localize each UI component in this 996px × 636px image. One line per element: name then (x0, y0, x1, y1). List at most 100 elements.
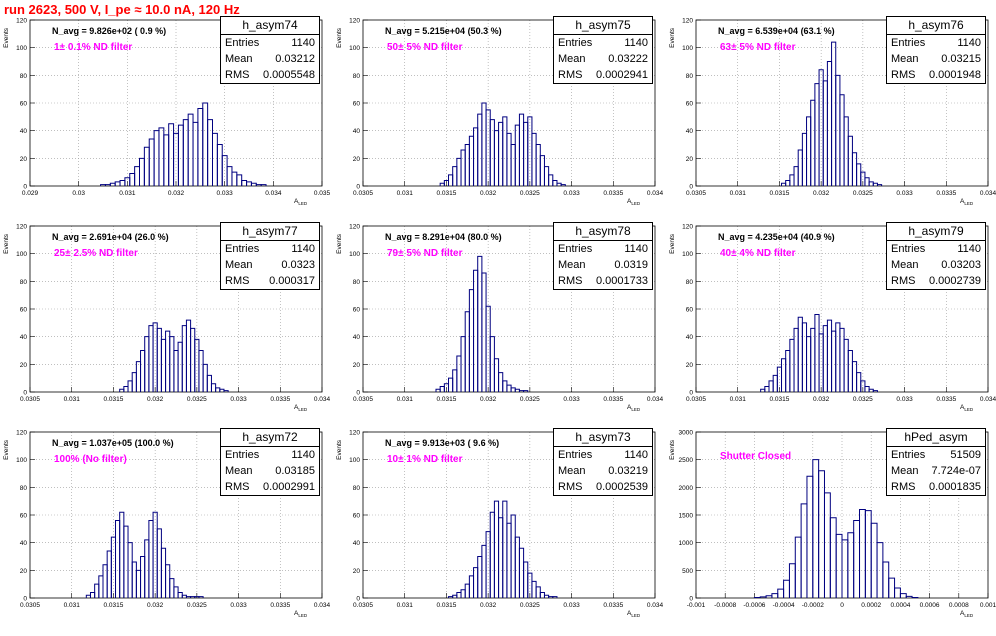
stats-row-entries: Entries 1140 (554, 35, 652, 51)
y-tick-label: 20 (686, 362, 694, 369)
x-tick-label: 0.032 (480, 602, 497, 609)
histogram-bin (859, 508, 866, 598)
histogram-bin (771, 593, 779, 598)
x-tick-label: 0.034 (265, 190, 282, 197)
stats-value: 0.03203 (941, 259, 981, 271)
stats-key: RMS (558, 69, 583, 81)
histogram-bin (98, 575, 104, 598)
histogram-bin (839, 94, 845, 186)
stats-key: Entries (225, 37, 260, 49)
histogram-bin (851, 361, 858, 392)
histogram-bin (177, 591, 183, 598)
histogram-bin (102, 564, 108, 598)
stats-row-entries: Entries 1140 (554, 241, 652, 257)
stats-row-rms: RMS 0.0002941 (554, 67, 652, 83)
histogram-bin (822, 325, 828, 392)
x-tick-label: -0.0008 (714, 602, 736, 609)
histogram-bin (870, 522, 878, 598)
histogram-bin (543, 166, 550, 186)
x-tick-label: 0.034 (314, 602, 331, 609)
histogram-bin (856, 163, 862, 186)
histogram-bin (114, 181, 121, 186)
stats-value: 1140 (624, 449, 648, 461)
stats-value: 0.0001835 (929, 481, 981, 493)
histogram-bin (460, 589, 466, 598)
histogram-bin (144, 336, 150, 392)
histogram-bin (109, 182, 116, 186)
histogram-bin (864, 385, 870, 392)
x-tick-label: 0.0335 (936, 190, 956, 197)
navg-label: N_avg = 2.691e+04 (26.0 %) (52, 232, 169, 242)
histogram-bin (826, 319, 833, 392)
y-tick-label: 100 (16, 45, 27, 52)
y-tick-label: 80 (353, 73, 361, 80)
stats-key: RMS (558, 275, 583, 287)
histogram-bin (843, 116, 849, 186)
histogram-bin (115, 520, 121, 598)
histogram-bin (127, 380, 133, 392)
histogram-name: h_asym74 (221, 17, 319, 35)
y-tick-label: 40 (686, 334, 694, 341)
x-axis-label: ALED (294, 610, 308, 618)
stats-key: RMS (225, 275, 250, 287)
stats-key: Entries (225, 449, 260, 461)
y-tick-label: 0 (689, 184, 693, 191)
y-axis-label: Events (336, 27, 343, 48)
histogram-bin (506, 522, 512, 598)
stats-value: 0.03215 (941, 53, 981, 65)
histogram-bin (481, 102, 487, 186)
histogram-bin (131, 561, 137, 598)
x-tick-label: 0.0315 (103, 396, 123, 403)
stats-row-rms: RMS 0.0002539 (554, 479, 652, 495)
histogram-bin (797, 316, 803, 392)
y-tick-label: 100 (16, 457, 27, 464)
histogram-bin (448, 174, 454, 186)
histogram-bin (510, 387, 516, 392)
x-tick-label: 0.034 (980, 190, 996, 197)
filter-label: 100% (No filter) (54, 454, 127, 465)
x-tick-label: 0.0305 (353, 396, 373, 403)
histogram-panel-h_asym78: 0.0305 0.031 0.0315 0.032 0.0325 0.033 0.0335 0… (333, 222, 664, 430)
x-tick-label: 0.0325 (853, 190, 873, 197)
y-tick-label: 80 (20, 73, 28, 80)
histogram-plot: -0.001 -0.0008 -0.0006 -0.0004 -0.0002 0 0.000… (669, 430, 996, 619)
histogram-bin (535, 144, 541, 186)
histogram-bin (206, 374, 212, 392)
histogram-bin (502, 380, 508, 392)
histogram-bin (523, 121, 529, 186)
y-tick-label: 120 (349, 224, 360, 231)
histogram-bin (493, 500, 500, 598)
histogram-name: hPed_asym (887, 429, 985, 447)
y-axis-label: Events (669, 27, 676, 48)
histogram-bin (231, 171, 238, 186)
histogram-bin (181, 594, 187, 598)
histogram-bin (127, 542, 133, 598)
x-tick-label: 0.031 (119, 190, 136, 197)
histogram-bin (152, 322, 158, 392)
stats-row-mean: Mean 0.03222 (554, 51, 652, 67)
y-tick-label: 0 (356, 596, 360, 603)
stats-value: 0.0002941 (596, 69, 648, 81)
histogram-bin (839, 327, 845, 392)
histogram-bin (219, 388, 225, 392)
x-tick-label: 0.0315 (103, 602, 123, 609)
histogram-bin (168, 123, 175, 186)
x-tick-label: 0.033 (896, 190, 913, 197)
x-tick-label: -0.001 (687, 602, 706, 609)
histogram-bin (173, 586, 179, 598)
histogram-bin (468, 289, 475, 392)
histogram-bin (831, 41, 837, 186)
x-tick-label: 0.032 (147, 602, 164, 609)
histogram-bin (876, 184, 883, 186)
y-axis-label: Events (669, 233, 676, 254)
y-tick-label: 0 (23, 596, 27, 603)
y-axis-label: Events (3, 439, 10, 460)
histogram-bin (177, 341, 183, 392)
y-axis-label: Events (3, 233, 10, 254)
histogram-bin (502, 500, 508, 598)
y-tick-label: 60 (20, 307, 28, 314)
histogram-bin (793, 166, 799, 186)
x-axis-label: ALED (960, 610, 974, 618)
stats-row-rms: RMS 0.0001733 (554, 273, 652, 289)
stats-row-rms: RMS 0.000317 (221, 273, 319, 289)
